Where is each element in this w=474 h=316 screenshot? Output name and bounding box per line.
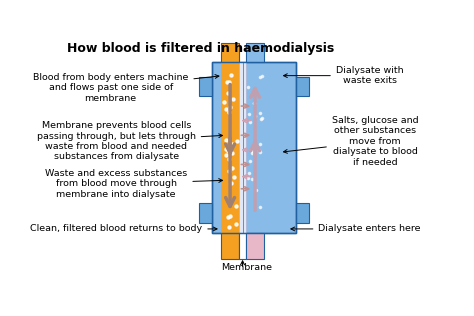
Bar xyxy=(199,204,212,223)
Text: Membrane: Membrane xyxy=(221,263,272,272)
Bar xyxy=(221,43,239,62)
Bar xyxy=(296,77,309,96)
Bar xyxy=(199,77,212,96)
Text: Salts, glucose and
other substances
move from
dialysate to blood
if needed: Salts, glucose and other substances move… xyxy=(283,116,419,167)
Bar xyxy=(246,233,264,259)
Bar xyxy=(221,62,239,233)
Bar xyxy=(246,43,264,62)
Bar xyxy=(296,204,309,223)
Text: Dialysate enters here: Dialysate enters here xyxy=(291,224,421,234)
Text: Blood from body enters machine
and flows past one side of
membrane: Blood from body enters machine and flows… xyxy=(33,73,219,103)
Text: Dialysate with
waste exits: Dialysate with waste exits xyxy=(283,66,403,85)
Bar xyxy=(239,233,246,259)
Bar xyxy=(221,233,239,259)
Bar xyxy=(239,62,246,233)
Bar xyxy=(212,62,296,233)
Text: Waste and excess substances
from blood move through
membrane into dialysate: Waste and excess substances from blood m… xyxy=(45,169,222,199)
Text: Membrane prevents blood cells
passing through, but lets through
waste from blood: Membrane prevents blood cells passing th… xyxy=(36,121,222,161)
Text: How blood is filtered in haemodialysis: How blood is filtered in haemodialysis xyxy=(66,42,334,55)
Text: Clean, filtered blood returns to body: Clean, filtered blood returns to body xyxy=(30,224,217,234)
Bar xyxy=(212,62,296,233)
